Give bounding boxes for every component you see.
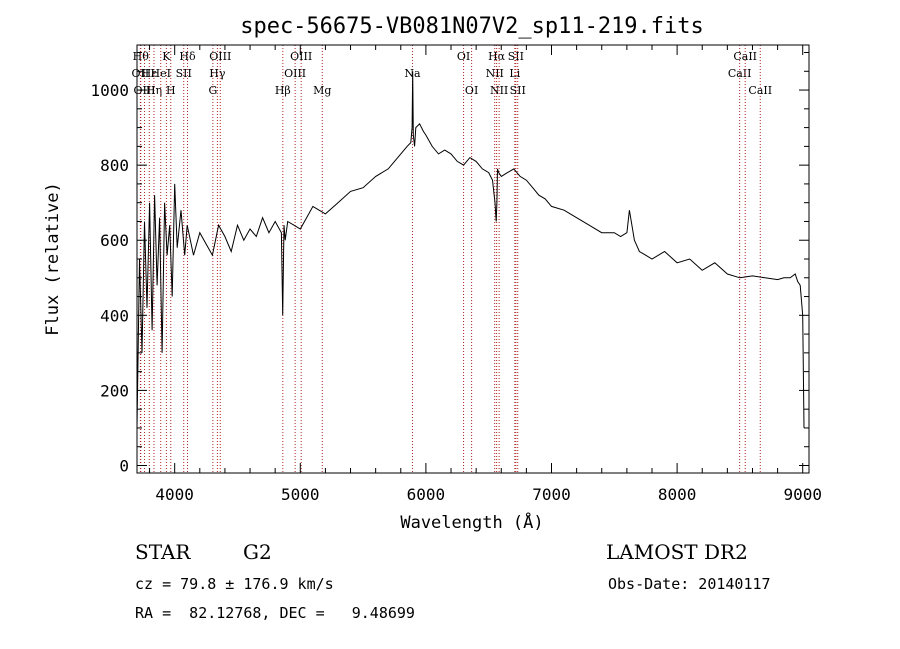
line-label-22: NII bbox=[490, 84, 508, 97]
y-axis-ticks: 0 200 400 600 800 1000 bbox=[90, 52, 809, 475]
line-label-27: CaII bbox=[733, 50, 757, 63]
line-label-9: Hδ bbox=[179, 50, 196, 63]
line-label-6: K bbox=[162, 50, 171, 63]
object-class: STAR bbox=[135, 540, 191, 564]
object-subclass: G2 bbox=[243, 540, 272, 564]
y-tick-label-5: 1000 bbox=[90, 81, 129, 100]
line-label-25: SII bbox=[510, 84, 526, 97]
y-tick-label-4: 800 bbox=[100, 156, 129, 175]
redshift-readout: cz = 79.8 ± 176.9 km/s bbox=[135, 575, 334, 593]
x-tick-label-3: 7000 bbox=[532, 485, 571, 504]
line-label-24: SII bbox=[508, 50, 524, 63]
x-tick-label-0: 4000 bbox=[155, 485, 194, 504]
x-tick-label-1: 5000 bbox=[281, 485, 320, 504]
line-label-21: Hα bbox=[488, 50, 506, 63]
line-label-20: NII bbox=[486, 67, 504, 80]
line-label-14: OIII bbox=[284, 67, 306, 80]
y-tick-label-1: 200 bbox=[100, 381, 129, 400]
x-tick-label-4: 8000 bbox=[658, 485, 697, 504]
line-label-23: Li bbox=[509, 67, 520, 80]
line-label-15: OIII bbox=[290, 50, 312, 63]
spectrum-series bbox=[136, 71, 805, 428]
line-markers: HθOIIOIIIHεHηHeIKHSIIHδGHγOIIIHβOIIIOIII… bbox=[132, 45, 772, 473]
line-label-1: OII bbox=[132, 67, 150, 80]
line-label-12: OIII bbox=[209, 50, 231, 63]
line-label-18: OI bbox=[457, 50, 470, 63]
x-axis-ticks: 4000 5000 6000 7000 8000 9000 bbox=[149, 45, 822, 504]
y-tick-label-3: 600 bbox=[100, 231, 129, 250]
y-tick-label-0: 0 bbox=[119, 456, 129, 475]
line-label-4: Hη bbox=[146, 84, 162, 97]
line-label-0: Hθ bbox=[133, 50, 150, 63]
line-label-7: H bbox=[166, 84, 176, 97]
line-label-3: Hε bbox=[142, 67, 158, 80]
y-tick-label-2: 400 bbox=[100, 306, 129, 325]
line-label-28: CaII bbox=[748, 84, 772, 97]
line-label-10: G bbox=[208, 84, 217, 97]
x-tick-label-2: 6000 bbox=[407, 485, 446, 504]
line-label-13: Hβ bbox=[275, 84, 291, 97]
line-label-8: SII bbox=[176, 67, 192, 80]
coordinates: RA = 82.12768, DEC = 9.48699 bbox=[135, 604, 415, 622]
spectrum-line-0 bbox=[136, 71, 805, 428]
chart-title: spec-56675-VB081N07V2_sp11-219.fits bbox=[240, 14, 704, 39]
line-label-16: Mg bbox=[313, 84, 331, 97]
plot-frame bbox=[136, 44, 810, 474]
line-label-5: HeI bbox=[151, 67, 171, 80]
y-axis-label: Flux (relative) bbox=[43, 182, 63, 336]
x-axis-label: Wavelength (Å) bbox=[400, 511, 543, 533]
survey-name: LAMOST DR2 bbox=[606, 540, 748, 564]
line-label-11: Hγ bbox=[209, 67, 226, 80]
line-label-19: OI bbox=[465, 84, 478, 97]
line-label-26: CaII bbox=[728, 67, 752, 80]
obs-date: Obs-Date: 20140117 bbox=[608, 575, 771, 593]
x-tick-label-5: 9000 bbox=[783, 485, 822, 504]
